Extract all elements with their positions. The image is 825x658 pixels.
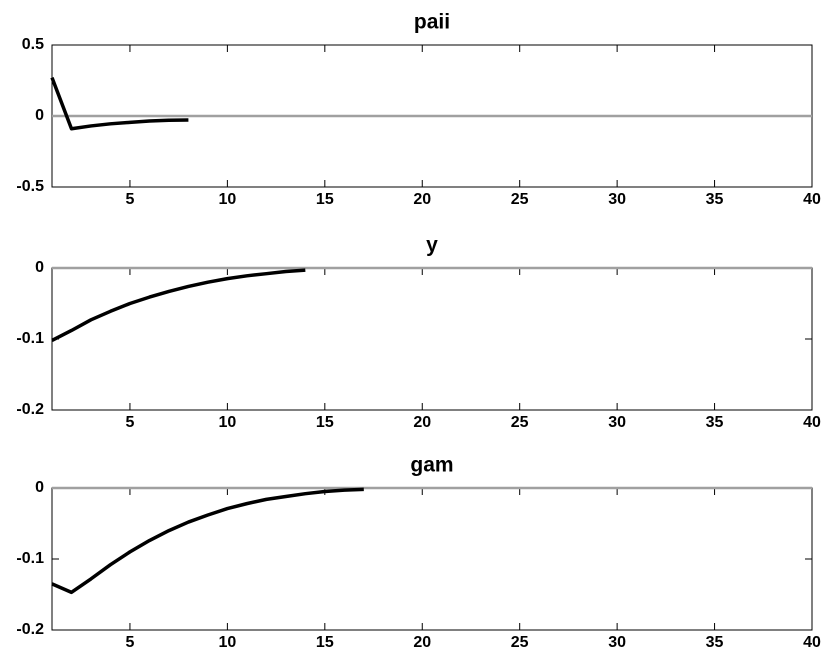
y-tick-label: -0.2	[16, 401, 44, 418]
y-tick-label: 0	[35, 479, 44, 496]
y-tick-label: -0.1	[16, 550, 44, 567]
x-tick-label: 15	[316, 414, 334, 431]
x-tick-label: 15	[316, 634, 334, 651]
x-tick-label: 35	[706, 414, 724, 431]
x-tick-label: 15	[316, 191, 334, 208]
x-tick-label: 25	[511, 191, 529, 208]
x-tick-label: 5	[125, 414, 134, 431]
x-tick-label: 10	[218, 191, 236, 208]
x-tick-label: 25	[511, 414, 529, 431]
series-line	[50, 77, 189, 131]
x-tick-label: 40	[803, 414, 821, 431]
chart-title: y	[426, 234, 438, 257]
x-tick-label: 20	[413, 191, 431, 208]
plot-area	[51, 267, 813, 411]
x-tick-label: 10	[218, 634, 236, 651]
x-tick-label: 40	[803, 191, 821, 208]
x-tick-label: 30	[608, 414, 626, 431]
x-tick-label: 35	[706, 191, 724, 208]
x-tick-label: 25	[511, 634, 529, 651]
x-tick-label: 20	[413, 414, 431, 431]
x-tick-label: 30	[608, 634, 626, 651]
x-tick-label: 5	[125, 191, 134, 208]
series-line	[51, 268, 306, 342]
y-tick-label: -0.2	[16, 621, 44, 638]
x-tick-label: 5	[125, 634, 134, 651]
x-tick-label: 30	[608, 191, 626, 208]
chart-title: gam	[410, 454, 453, 477]
chart-title: paii	[414, 11, 450, 34]
y-tick-label: 0.5	[22, 36, 44, 53]
y-tick-label: -0.1	[16, 330, 44, 347]
x-tick-label: 40	[803, 634, 821, 651]
y-tick-label: 0	[35, 107, 44, 124]
x-tick-label: 20	[413, 634, 431, 651]
x-tick-label: 10	[218, 414, 236, 431]
series-line	[51, 487, 364, 595]
y-tick-label: -0.5	[16, 178, 44, 195]
x-tick-label: 35	[706, 634, 724, 651]
y-tick-label: 0	[35, 259, 44, 276]
plot-area	[51, 487, 813, 631]
